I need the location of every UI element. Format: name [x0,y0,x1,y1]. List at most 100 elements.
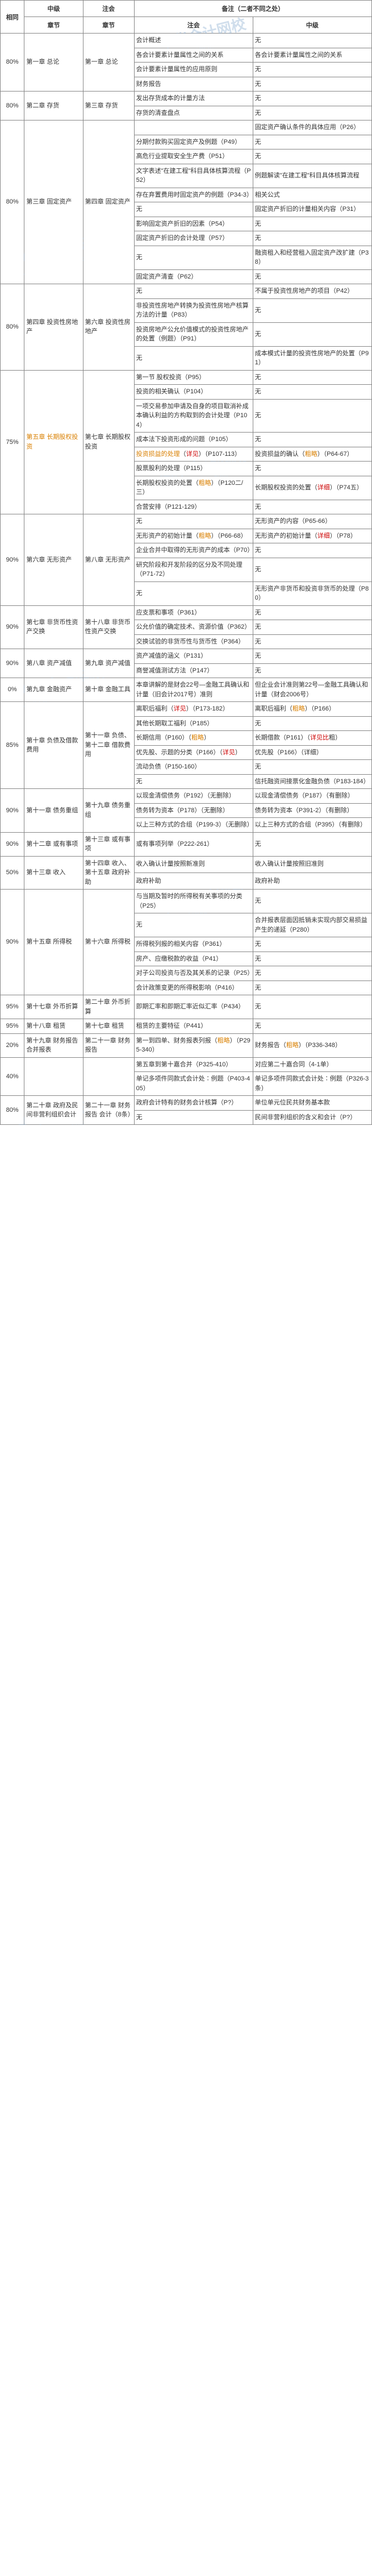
cell-note-cpa: 成本法下投资形成的问题（P105） [134,433,253,447]
cell-note-intermediate: 无 [253,135,371,149]
cell-note-cpa: 固定资产清查（P62） [134,269,253,284]
cell-note-cpa: 长期信用（P160）（粗略） [134,731,253,746]
cell-note-intermediate: 投资损益的确认（粗略）（P64-67） [253,447,371,462]
cell-note-intermediate: 无 [253,634,371,649]
col-int-note: 中级 [253,17,371,34]
cell-chapter-cpa: 第十八章 非货币性资产交换 [83,605,134,649]
cell-percentage: 90% [1,514,24,606]
table-row: 40%第五章到第十嘉合并（P325-410）对应第二十嘉合同（4-1单） [1,1057,372,1072]
cell-chapter-cpa: 第十三章 或有事项 [83,832,134,856]
cell-chapter-intermediate: 第十三章 收入 [24,856,83,890]
cell-note-cpa: 本章讲解的是财会22号—金融工具确认和计量（旧会计2017号）准则 [134,678,253,702]
cell-note-cpa: 投资损益的处理（详见）（P107-113） [134,447,253,462]
cell-chapter-intermediate: 第六章 无形资产 [24,514,83,606]
cell-note-cpa: 会计要素计量属性的应用原则 [134,63,253,77]
cell-note-cpa: 无 [134,202,253,217]
table-body: 80%第一章 总论第一章 总论会计概述无各会计要素计量属性之间的关系各会计要素计… [1,34,372,1125]
cell-note-intermediate: 但企业会计准则第22号—金融工具确认和计量（财会2006号） [253,678,371,702]
cell-note-cpa: 租赁的主要特征（P441） [134,1019,253,1034]
cell-note-cpa: 交换试验的非货币性与货币性（P364） [134,634,253,649]
cell-note-intermediate: 以上三种方式的合组（P395）（有删除） [253,818,371,833]
table-subheader-row: 章节 章节 注会 中级 [1,17,372,34]
cell-note-cpa: 第一节 股权投资（P95） [134,370,253,385]
cell-note-cpa: 财务报告 [134,77,253,92]
cell-percentage: 90% [1,605,24,649]
cell-note-intermediate: 无 [253,298,371,322]
table-row: 80%第三章 固定资产第四章 固定资产固定资产确认条件的具体应用（P26） [1,121,372,135]
cell-note-intermediate: 长期借款（P161）（详见比粗） [253,731,371,746]
cell-chapter-cpa: 第八章 无形资产 [83,514,134,606]
cell-note-intermediate: 民间非营利组织的含义和会计（P?） [253,1110,371,1125]
cell-note-cpa: 第五章到第十嘉合并（P325-410） [134,1057,253,1072]
cell-note-intermediate: 对应第二十嘉合同（4-1单） [253,1057,371,1072]
cell-chapter-cpa: 第二十章 外币折算 [83,995,134,1019]
cell-note-cpa: 投资的相关确认（P104） [134,385,253,400]
cell-chapter-cpa: 第十七章 租赁 [83,1019,134,1034]
cell-percentage: 80% [1,1096,24,1125]
table-row: 80%第四章 投资性房地产第六章 投资性房地产无不属于投资性房地产的项目（P42… [1,284,372,299]
cell-note-intermediate: 债务转为资本（P391-2）（有删除） [253,803,371,818]
cell-note-cpa: 无 [134,284,253,299]
cell-percentage: 90% [1,832,24,856]
cell-percentage: 85% [1,702,24,789]
cell-note-intermediate: 优先股（P166）（详细） [253,745,371,760]
cell-chapter-cpa: 第十章 金融工具 [83,678,134,702]
cell-note-intermediate: 无 [253,966,371,981]
cell-percentage: 40% [1,1057,24,1096]
cell-note-cpa: 企业合并中取得的无形资产的成本（P70） [134,543,253,558]
cell-percentage: 95% [1,1019,24,1034]
cell-note-cpa: 存在弃置费用时固定资产的例题（P34-3） [134,188,253,202]
cell-note-cpa: 影响固定资产折旧的因素（P54） [134,217,253,231]
cell-note-intermediate: 无形资产的内容（P65-66） [253,514,371,529]
cell-note-cpa: 房产、应缴税款的收益（P41） [134,952,253,966]
cell-percentage: 80% [1,121,24,284]
table-row: 90%第十五章 所得税第十六章 所得税与当期及暂时的所得税有关事项的分类（P25… [1,890,372,913]
cell-chapter-intermediate: 第九章 金融资产 [24,678,83,702]
cell-note-intermediate: 成本模式计量的投资性房地产的处置（P91） [253,346,371,370]
col-similarity: 相同 [1,1,24,34]
table-row: 50%第十三章 收入第十四章 收入、第十五章 政府补助收入确认计量按照新准则收入… [1,856,372,872]
cell-note-intermediate: 相关公式 [253,188,371,202]
cell-percentage: 80% [1,284,24,371]
cell-chapter-intermediate: 第三章 固定资产 [24,121,83,284]
cell-note-cpa [134,121,253,135]
cell-percentage: 90% [1,890,24,995]
cell-chapter-intermediate: 第二十章 政府及民间非营利组织会计 [24,1096,83,1125]
cell-note-intermediate: 无 [253,1019,371,1034]
cell-note-intermediate: 无 [253,462,371,476]
cell-note-intermediate: 无 [253,63,371,77]
table-row: 80%第一章 总论第一章 总论会计概述无 [1,34,372,48]
cell-note-intermediate: 无 [253,149,371,164]
cell-note-intermediate: 无 [253,760,371,775]
cell-note-cpa: 无 [134,346,253,370]
cell-note-cpa: 公允价值的确定技术、资源价值（P362） [134,620,253,635]
cell-chapter-intermediate: 第十七章 外币折算 [24,995,83,1019]
cell-chapter-intermediate: 第十章 负债及借款费用 [24,702,83,789]
cell-note-intermediate: 无 [253,370,371,385]
cell-percentage: 90% [1,649,24,678]
cell-chapter-intermediate: 第一章 总论 [24,34,83,92]
cell-note-intermediate: 无 [253,980,371,995]
cell-note-intermediate: 无 [253,217,371,231]
cell-percentage: 90% [1,789,24,833]
cell-note-cpa: 分期付款购买固定资产及例题（P49） [134,135,253,149]
cell-note-cpa: 无 [134,1110,253,1125]
cell-percentage: 80% [1,34,24,92]
cell-note-intermediate: 合并报表层面因抵销未实现内部交易损益产生的递延（P280） [253,913,371,937]
cell-chapter-cpa: 第十一章 负债、第十二章 借款费用 [83,702,134,789]
cell-note-intermediate: 政府补助 [253,872,371,889]
cell-note-intermediate: 无 [253,322,371,346]
cell-note-intermediate: 无 [253,620,371,635]
cell-note-cpa: 会计政策变更的所得税影响（P416） [134,980,253,995]
cell-note-intermediate: 各会计要素计量属性之间的关系 [253,48,371,63]
cell-note-intermediate: 无 [253,543,371,558]
cell-note-intermediate: 无 [253,106,371,121]
cell-note-intermediate: 无形资产的初始计量（详细）（P78） [253,529,371,543]
table-row: 0%第九章 金融资产第十章 金融工具本章讲解的是财会22号—金融工具确认和计量（… [1,678,372,702]
cell-chapter-intermediate: 第八章 资产减值 [24,649,83,678]
cell-note-intermediate: 无 [253,832,371,856]
col-cpa: 注会 [83,1,134,17]
cell-note-cpa: 无 [134,913,253,937]
cell-note-cpa: 流动负债（P150-160） [134,760,253,775]
cell-note-intermediate: 无 [253,231,371,246]
